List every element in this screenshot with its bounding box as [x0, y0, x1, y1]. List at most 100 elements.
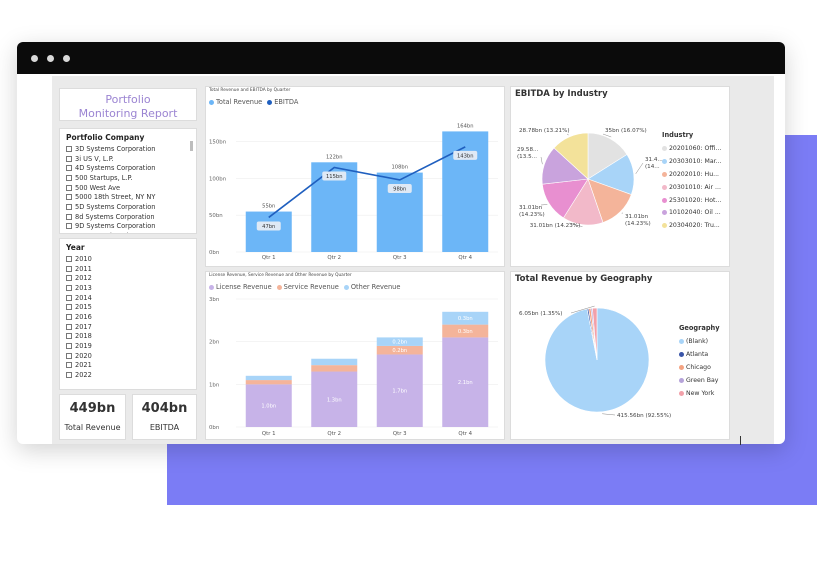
checkbox[interactable]: [66, 343, 72, 350]
bar-license-revenue[interactable]: [311, 371, 358, 427]
bar-license-revenue[interactable]: [376, 354, 423, 427]
slicer-item[interactable]: 5000 18th Street, NY NY: [66, 192, 196, 202]
ebitda-industry-chart-panel[interactable]: EBITDA by Industry 35bn (16.07%) 31.4...(…: [510, 86, 730, 267]
checkbox[interactable]: [66, 145, 72, 152]
legend-label: Service Revenue: [283, 283, 339, 291]
slicer-item[interactable]: 2010: [66, 254, 196, 264]
legend-item[interactable]: 25301020: Hot...: [662, 194, 722, 207]
checkbox[interactable]: [66, 265, 72, 272]
legend-item[interactable]: Green Bay: [679, 374, 720, 387]
legend-item[interactable]: Atlanta: [679, 348, 720, 361]
slicer-item[interactable]: 2011: [66, 264, 196, 274]
legend-item[interactable]: Other Revenue: [343, 283, 400, 291]
checkbox[interactable]: [66, 304, 72, 311]
slicer-item[interactable]: 4D Systems Corporation: [66, 163, 196, 173]
checkbox[interactable]: [66, 352, 72, 359]
portfolio-company-slicer[interactable]: Portfolio Company 3D Systems Corporation…: [59, 128, 197, 234]
slicer-item[interactable]: 2016: [66, 312, 196, 322]
legend-item[interactable]: 20304020: Tru...: [662, 219, 722, 232]
legend-item[interactable]: New York: [679, 387, 720, 400]
checkbox[interactable]: [66, 174, 72, 181]
legend-item[interactable]: EBITDA: [267, 98, 298, 106]
geography-chart-panel[interactable]: Total Revenue by Geography 415.56bn (92.…: [510, 271, 730, 440]
slicer-item[interactable]: 8d Systems Corporation: [66, 212, 196, 222]
bar-service-revenue[interactable]: [442, 324, 489, 338]
window-minimize-dot[interactable]: [47, 54, 54, 62]
slicer-item[interactable]: 500 West Ave: [66, 183, 196, 193]
slicer-item[interactable]: 2018: [66, 332, 196, 342]
slicer-item[interactable]: 2012: [66, 273, 196, 283]
slicer-item[interactable]: 2013: [66, 283, 196, 293]
pie-slice[interactable]: [553, 132, 589, 180]
bar-total-revenue[interactable]: [442, 131, 489, 252]
checkbox[interactable]: [66, 275, 72, 282]
window-maximize-dot[interactable]: [63, 54, 70, 62]
legend-item[interactable]: Chicago: [679, 361, 720, 374]
legend-item[interactable]: (Blank): [679, 335, 720, 348]
checkbox[interactable]: [66, 284, 72, 291]
bar-service-revenue[interactable]: [245, 380, 292, 385]
checkbox[interactable]: [66, 194, 72, 201]
checkbox[interactable]: [66, 223, 72, 230]
legend-label: Green Bay: [686, 376, 719, 384]
pie-slice[interactable]: [592, 307, 598, 361]
year-slicer[interactable]: Year 2010 2011 2012 2013 2014 2015 2016 2017 201…: [59, 238, 197, 390]
line-ebitda[interactable]: [268, 146, 466, 219]
bar-license-revenue[interactable]: [245, 384, 292, 427]
legend-swatch: [662, 197, 667, 203]
bar-service-revenue[interactable]: [376, 345, 423, 355]
bar-other-revenue[interactable]: [376, 337, 423, 346]
legend-item[interactable]: Service Revenue: [276, 283, 339, 291]
legend-item[interactable]: 20201060: Offi...: [662, 142, 722, 155]
line-data-label: 47bn: [262, 224, 275, 230]
checkbox[interactable]: [66, 213, 72, 220]
slicer-item[interactable]: 3D Systems Corporation: [66, 144, 196, 154]
bar-other-revenue[interactable]: [245, 375, 292, 381]
checkbox[interactable]: [66, 333, 72, 340]
industry-legend: Industry 20201060: Offi... 20303010: Mar..…: [662, 131, 722, 232]
slicer-item[interactable]: 2014: [66, 293, 196, 303]
bar-license-revenue[interactable]: [442, 337, 489, 427]
window-close-dot[interactable]: [31, 54, 38, 62]
pie-slice[interactable]: [587, 132, 628, 180]
legend-item[interactable]: 20202010: Hu...: [662, 168, 722, 181]
slicer-item[interactable]: 2022: [66, 370, 196, 380]
pie-data-label: 29.58... (13.5...: [517, 147, 539, 160]
slicer-item[interactable]: 2020: [66, 351, 196, 361]
slicer-scrollbar[interactable]: [190, 141, 193, 151]
checkbox[interactable]: [66, 165, 72, 172]
bar-other-revenue[interactable]: [442, 311, 489, 325]
kpi-card-total-revenue: 449bn Total Revenue: [59, 394, 126, 440]
revenue-breakdown-chart-panel[interactable]: License Revenue, Service Revenue and Oth…: [205, 271, 505, 440]
slicer-item[interactable]: 3i US V, L.P.: [66, 154, 196, 164]
checkbox[interactable]: [66, 233, 72, 234]
checkbox[interactable]: [66, 372, 72, 379]
legend-item[interactable]: 10102040: Oil ...: [662, 206, 722, 219]
legend-item[interactable]: 20303010: Mar...: [662, 155, 722, 168]
slicer-item[interactable]: 500 Startups, L.P.: [66, 173, 196, 183]
bar-service-revenue[interactable]: [311, 365, 358, 372]
slicer-item[interactable]: 2019: [66, 341, 196, 351]
slicer-item[interactable]: 2017: [66, 322, 196, 332]
slicer-item-label: 2022: [75, 371, 92, 380]
slicer-item[interactable]: 5D Systems Corporation: [66, 202, 196, 212]
legend-item[interactable]: License Revenue: [209, 283, 272, 291]
checkbox[interactable]: [66, 362, 72, 369]
checkbox[interactable]: [66, 184, 72, 191]
checkbox[interactable]: [66, 323, 72, 330]
slicer-item-label: 2019: [75, 342, 92, 351]
slicer-item[interactable]: A & D Food Products: [66, 231, 196, 234]
slicer-item[interactable]: 2021: [66, 361, 196, 371]
bar-other-revenue[interactable]: [311, 358, 358, 366]
legend-item[interactable]: Total Revenue: [209, 98, 262, 106]
checkbox[interactable]: [66, 255, 72, 262]
checkbox[interactable]: [66, 294, 72, 301]
slicer-item[interactable]: 9D Systems Corporation: [66, 222, 196, 232]
checkbox[interactable]: [66, 313, 72, 320]
checkbox[interactable]: [66, 155, 72, 162]
legend-item[interactable]: 20301010: Air ...: [662, 181, 722, 194]
revenue-ebitda-chart-panel[interactable]: Total Revenue and EBITDA by Quarter Tota…: [205, 86, 505, 267]
bar-total-revenue[interactable]: [245, 211, 292, 252]
slicer-item[interactable]: 2015: [66, 302, 196, 312]
checkbox[interactable]: [66, 203, 72, 210]
